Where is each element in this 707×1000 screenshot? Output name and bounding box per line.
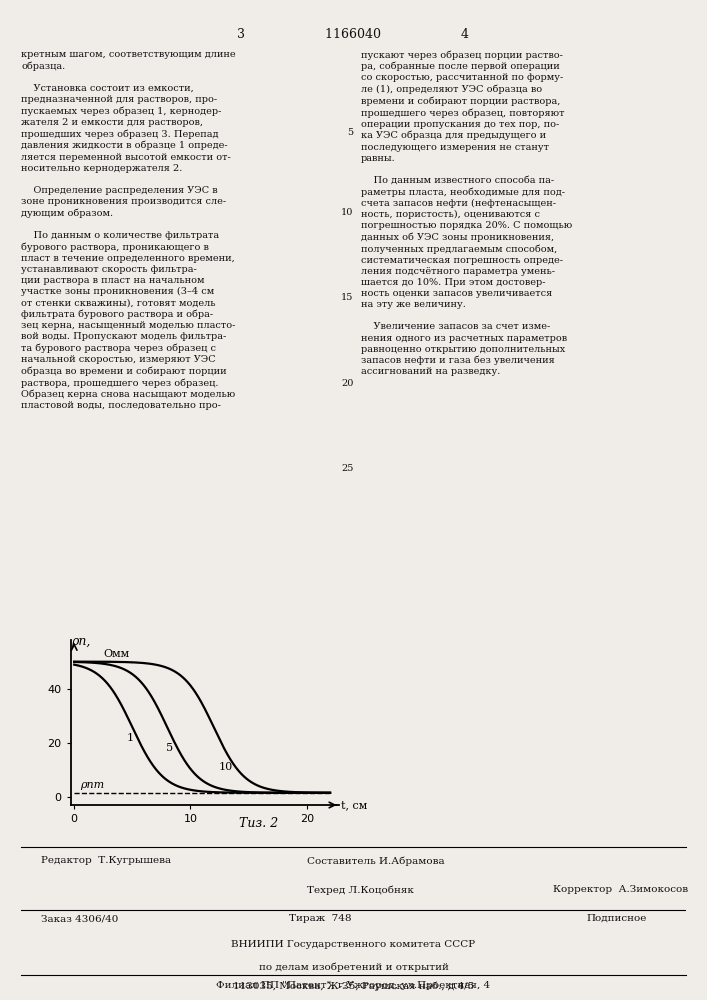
Text: ρпт: ρпт (80, 780, 104, 790)
Text: 25: 25 (341, 464, 354, 473)
Text: 113035, Москва, Ж-35, Раушская наб., д.4/5: 113035, Москва, Ж-35, Раушская наб., д.4… (233, 982, 474, 991)
Text: Заказ 4306/40: Заказ 4306/40 (41, 914, 119, 923)
Text: по делам изобретений и открытий: по делам изобретений и открытий (259, 962, 448, 972)
Text: Филиал ПП "Патент", г.Ужгород, ул.Проектная, 4: Филиал ПП "Патент", г.Ужгород, ул.Проект… (216, 980, 491, 990)
Text: Τиз. 2: Τиз. 2 (239, 817, 278, 830)
Text: 1: 1 (127, 733, 134, 743)
Text: пускают через образец порции раство-
ра, собранные после первой операции
со скор: пускают через образец порции раство- ра,… (361, 50, 572, 376)
Text: Тираж  748: Тираж 748 (289, 914, 351, 923)
Text: Корректор  А.Зимокосов: Корректор А.Зимокосов (553, 885, 688, 894)
Text: ВНИИПИ Государственного комитета СССР: ВНИИПИ Государственного комитета СССР (231, 940, 476, 949)
Text: 15: 15 (341, 293, 354, 302)
Text: Техред Л.Коцобняк: Техред Л.Коцобняк (307, 885, 414, 895)
Text: Редактор  Т.Кугрышева: Редактор Т.Кугрышева (41, 856, 171, 865)
Text: 20: 20 (341, 379, 354, 388)
Text: 5: 5 (347, 128, 354, 137)
Text: 10: 10 (218, 762, 233, 772)
Text: Подписное: Подписное (586, 914, 646, 923)
Text: Омм: Омм (103, 649, 129, 659)
Text: t, см: t, см (341, 800, 367, 810)
Text: 10: 10 (341, 208, 354, 217)
Text: 3                    1166040                    4: 3 1166040 4 (238, 28, 469, 41)
Text: кретным шагом, соответствующим длине
образца.

    Установка состоит из емкости,: кретным шагом, соответствующим длине обр… (21, 50, 236, 410)
Text: Составитель И.Абрамова: Составитель И.Абрамова (307, 856, 445, 866)
Text: 5: 5 (166, 743, 173, 753)
Text: ρп,: ρп, (71, 635, 90, 648)
